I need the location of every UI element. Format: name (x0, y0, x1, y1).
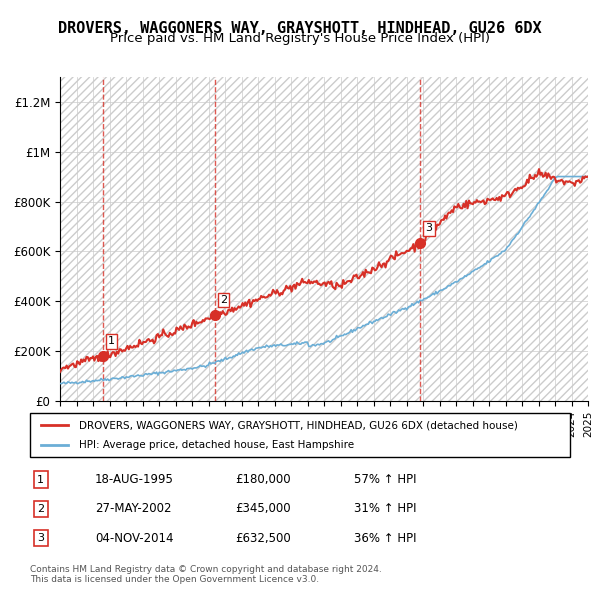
Text: 1: 1 (108, 336, 115, 346)
Text: £345,000: £345,000 (235, 502, 291, 516)
Text: 3: 3 (425, 224, 433, 233)
Text: 3: 3 (37, 533, 44, 543)
Text: HPI: Average price, detached house, East Hampshire: HPI: Average price, detached house, East… (79, 440, 354, 450)
Text: 18-AUG-1995: 18-AUG-1995 (95, 473, 173, 486)
Text: Price paid vs. HM Land Registry's House Price Index (HPI): Price paid vs. HM Land Registry's House … (110, 32, 490, 45)
Text: £180,000: £180,000 (235, 473, 291, 486)
Text: 27-MAY-2002: 27-MAY-2002 (95, 502, 172, 516)
Text: DROVERS, WAGGONERS WAY, GRAYSHOTT, HINDHEAD, GU26 6DX (detached house): DROVERS, WAGGONERS WAY, GRAYSHOTT, HINDH… (79, 421, 517, 430)
Text: 36% ↑ HPI: 36% ↑ HPI (354, 532, 416, 545)
Text: 31% ↑ HPI: 31% ↑ HPI (354, 502, 416, 516)
Text: 1: 1 (37, 475, 44, 484)
Text: £632,500: £632,500 (235, 532, 291, 545)
Text: 04-NOV-2014: 04-NOV-2014 (95, 532, 173, 545)
Text: 2: 2 (37, 504, 44, 514)
Text: DROVERS, WAGGONERS WAY, GRAYSHOTT, HINDHEAD, GU26 6DX: DROVERS, WAGGONERS WAY, GRAYSHOTT, HINDH… (58, 21, 542, 35)
FancyBboxPatch shape (30, 413, 570, 457)
Text: 57% ↑ HPI: 57% ↑ HPI (354, 473, 416, 486)
Text: 2: 2 (220, 295, 227, 305)
Text: Contains HM Land Registry data © Crown copyright and database right 2024.
This d: Contains HM Land Registry data © Crown c… (30, 565, 382, 584)
